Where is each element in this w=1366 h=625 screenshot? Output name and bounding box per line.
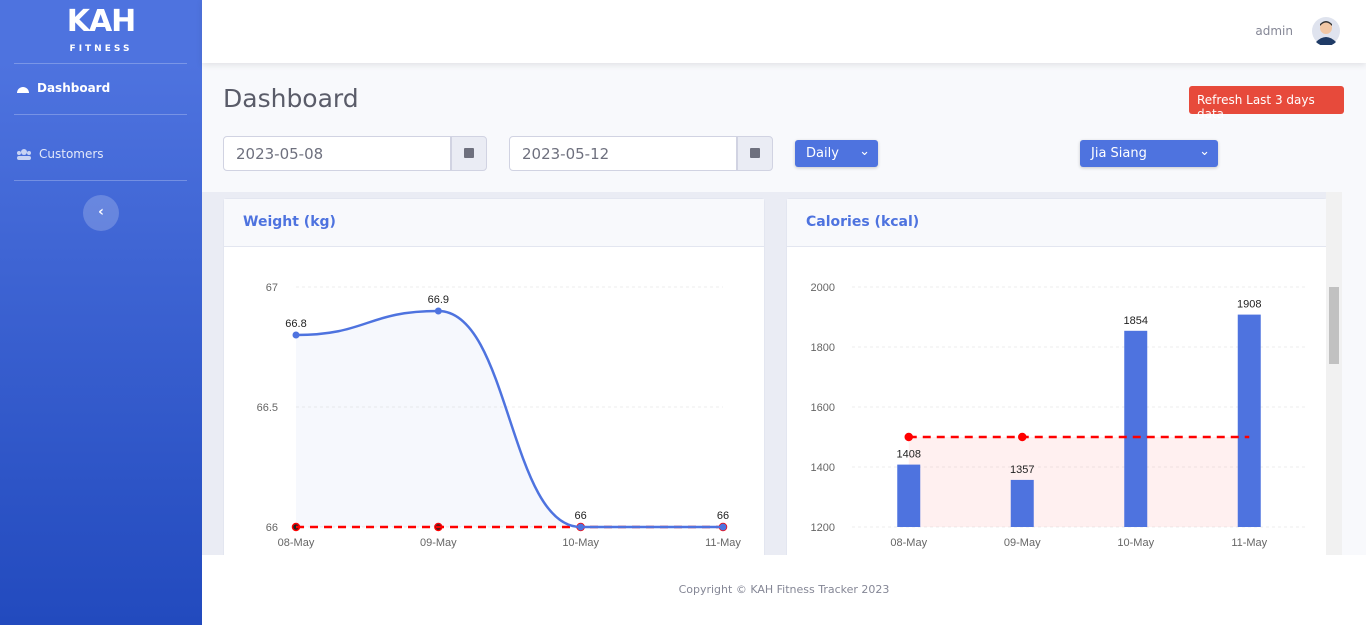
- nav-label: Customers: [39, 147, 104, 161]
- footer: Copyright © KAH Fitness Tracker 2023: [202, 555, 1366, 625]
- chart-card: Weight (kg) 66 66.5 67 08-May 09-May 10-May 11…: [223, 198, 765, 555]
- card-title: Weight (kg): [224, 199, 764, 247]
- period-select[interactable]: Daily ⌄: [795, 140, 878, 167]
- x-tick-label: 08-May: [890, 537, 927, 549]
- icon: [17, 149, 31, 160]
- nav-item[interactable]: Dashboard: [16, 81, 110, 95]
- end-date[interactable]: 2023-05-12: [509, 136, 737, 171]
- y-tick-label: 1200: [811, 522, 835, 534]
- target-area: [908, 437, 1250, 527]
- y-tick-label: 67: [266, 282, 278, 294]
- sidebar: KAH FITNESS Dashboard Customers ‹: [0, 0, 202, 625]
- calendar-button[interactable]: [737, 136, 773, 171]
- page-title: Dashboard: [223, 84, 359, 113]
- bar: [1124, 330, 1148, 527]
- chart: 1200 1400 1600 1800 2000 08-May 09-May 10-May 11…: [811, 282, 1306, 549]
- bar: [1237, 314, 1261, 527]
- select-value: Daily: [806, 146, 839, 161]
- copyright: Copyright © KAH Fitness Tracker 2023: [678, 583, 890, 596]
- data-label: 1357: [1010, 464, 1034, 476]
- select-value: Jia Siang: [1091, 146, 1147, 161]
- brand-sub: FITNESS: [69, 44, 133, 54]
- y-tick-label: 1400: [811, 462, 835, 474]
- user-name[interactable]: admin: [1255, 24, 1293, 38]
- data-label: 1408: [897, 449, 921, 461]
- point: [292, 331, 300, 339]
- x-tick-label: 10-May: [1117, 537, 1154, 549]
- y-tick-label: 66: [266, 522, 278, 534]
- data-label: 1854: [1124, 315, 1148, 327]
- y-tick-label: 1800: [811, 342, 835, 354]
- x-tick-label: 11-May: [705, 537, 741, 549]
- y-tick-label: 1600: [811, 402, 835, 414]
- point: [719, 523, 727, 531]
- chart-card: Calories (kcal) 1200 1400 1600 1800 2000 08-M…: [786, 198, 1326, 555]
- start-date[interactable]: 2023-05-08: [223, 136, 451, 171]
- scrollbar[interactable]: [1326, 192, 1342, 555]
- divider: [14, 180, 187, 181]
- customer-select[interactable]: Jia Siang ⌄: [1080, 140, 1218, 167]
- nav-label: Dashboard: [37, 81, 111, 95]
- bar: [897, 464, 921, 527]
- point: [434, 307, 442, 315]
- calendar-button[interactable]: [451, 136, 487, 171]
- x-tick-label: 09-May: [420, 537, 457, 549]
- y-tick-label: 66.5: [257, 402, 278, 414]
- refresh-button[interactable]: Refresh Last 3 days data: [1189, 86, 1344, 121]
- x-tick-label: 11-May: [1231, 537, 1267, 549]
- sidebar-toggle[interactable]: ‹: [83, 195, 119, 231]
- nav-item[interactable]: Customers: [16, 147, 104, 161]
- y-tick-label: 2000: [811, 282, 835, 294]
- data-label: 66.8: [285, 318, 306, 330]
- icon: [17, 87, 29, 93]
- brand: KAH: [66, 4, 137, 39]
- scroll-thumb[interactable]: [1329, 287, 1339, 364]
- chart: 66 66.5 67 08-May 09-May 10-May 11-May 66.8 66.9…: [257, 282, 742, 549]
- x-tick-label: 08-May: [278, 537, 315, 549]
- divider: [14, 114, 187, 115]
- data-label: 1908: [1237, 299, 1261, 311]
- x-tick-label: 09-May: [1004, 537, 1041, 549]
- line: [295, 309, 723, 529]
- data-label: 66: [717, 510, 729, 522]
- topbar: admin: [202, 0, 1366, 63]
- divider: [14, 63, 187, 64]
- point: [577, 523, 585, 531]
- data-label: 66.9: [428, 294, 449, 306]
- charts-area: Weight (kg) 66 66.5 67 08-May 09-May 10-May 11…: [202, 192, 1326, 555]
- bar: [1010, 479, 1034, 527]
- x-tick-label: 10-May: [562, 537, 599, 549]
- avatar[interactable]: [1312, 17, 1340, 45]
- card-title: Calories (kcal): [787, 199, 1326, 247]
- data-label: 66: [575, 510, 587, 522]
